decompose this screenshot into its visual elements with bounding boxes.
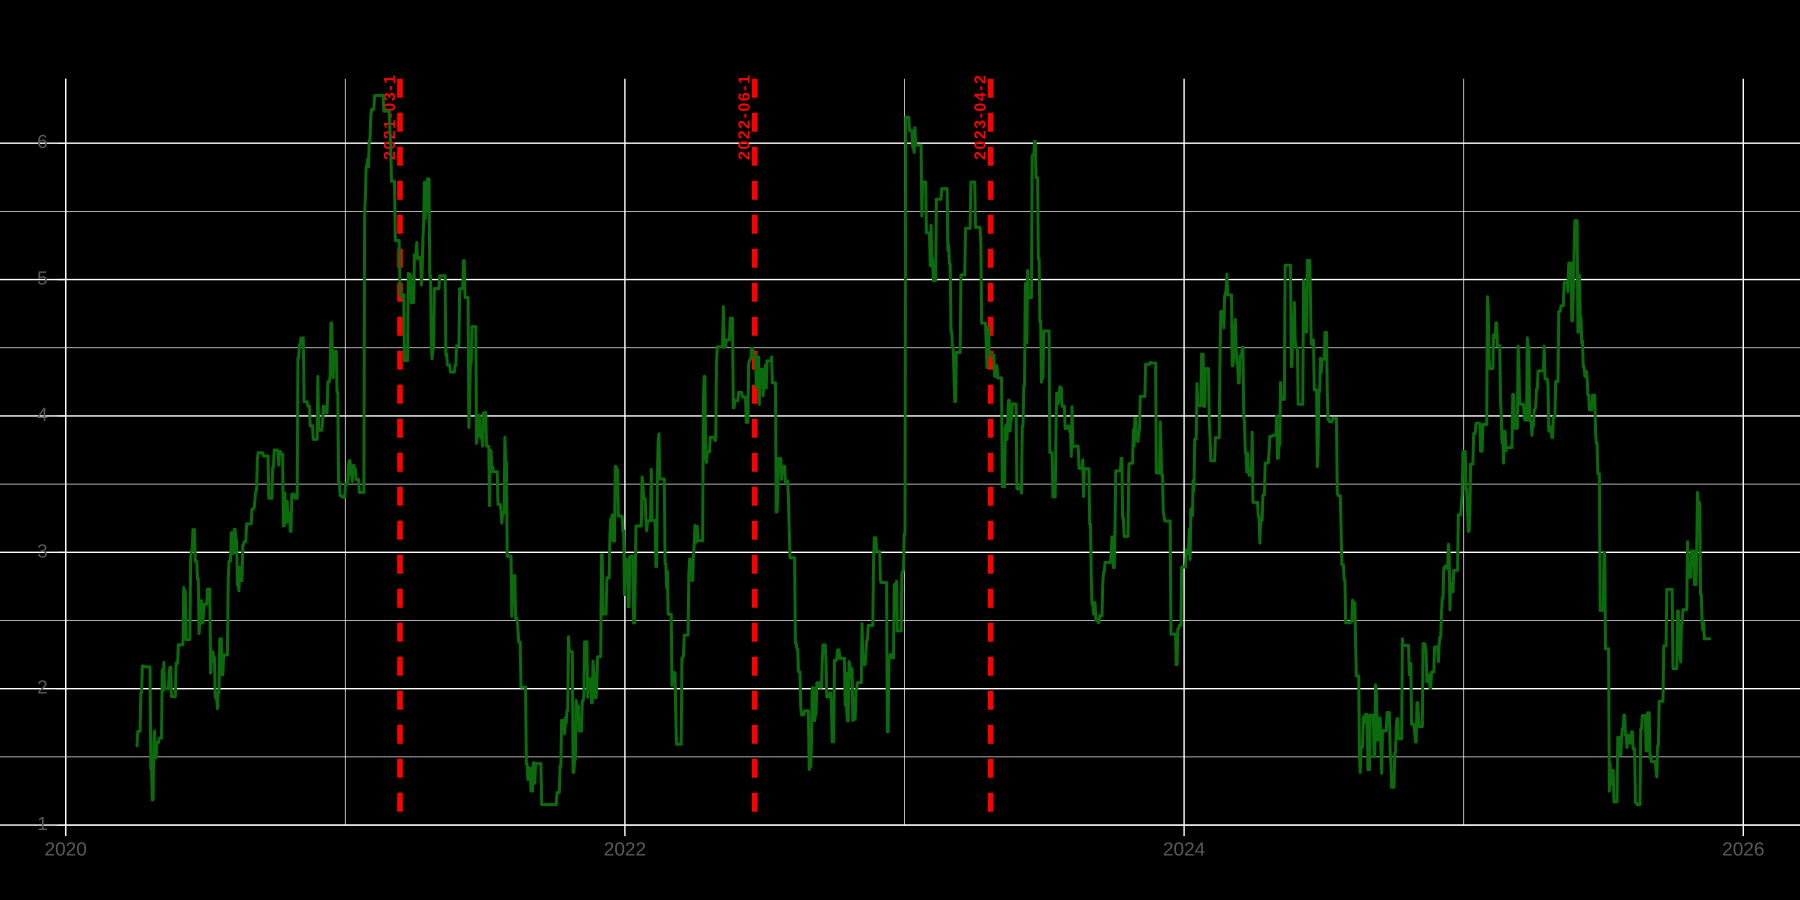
- svg-text:2026: 2026: [1722, 840, 1764, 861]
- svg-text:2023-04-2: 2023-04-2: [973, 74, 990, 160]
- svg-text:4: 4: [37, 405, 48, 426]
- svg-text:3: 3: [37, 541, 48, 562]
- svg-text:2020: 2020: [45, 840, 87, 861]
- svg-text:2: 2: [37, 678, 48, 699]
- svg-text:1: 1: [37, 814, 48, 835]
- svg-text:2022-06-1: 2022-06-1: [737, 74, 754, 160]
- svg-text:6: 6: [37, 132, 48, 153]
- svg-text:2024: 2024: [1163, 840, 1206, 861]
- svg-text:2022: 2022: [604, 840, 646, 861]
- svg-text:5: 5: [37, 269, 48, 290]
